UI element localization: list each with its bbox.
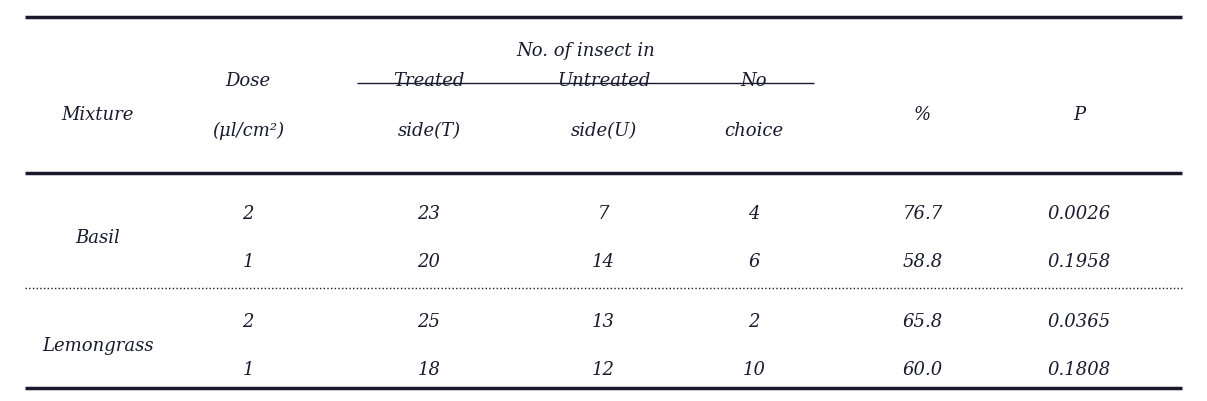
Text: (μl/cm²): (μl/cm²) bbox=[212, 122, 285, 140]
Text: 0.1958: 0.1958 bbox=[1048, 253, 1110, 271]
Text: No: No bbox=[741, 72, 768, 90]
Text: 10: 10 bbox=[742, 361, 765, 379]
Text: Dose: Dose bbox=[226, 72, 270, 90]
Text: 18: 18 bbox=[418, 361, 441, 379]
Text: Basil: Basil bbox=[75, 229, 121, 247]
Text: 1: 1 bbox=[243, 361, 253, 379]
Text: 13: 13 bbox=[591, 313, 616, 331]
Text: 25: 25 bbox=[418, 313, 441, 331]
Text: 0.0026: 0.0026 bbox=[1048, 205, 1110, 223]
Text: choice: choice bbox=[724, 122, 783, 140]
Text: 23: 23 bbox=[418, 205, 441, 223]
Text: 12: 12 bbox=[591, 361, 616, 379]
Text: 2: 2 bbox=[243, 205, 253, 223]
Text: No. of insect in: No. of insect in bbox=[517, 42, 655, 60]
Text: P: P bbox=[1073, 106, 1085, 124]
Text: 20: 20 bbox=[418, 253, 441, 271]
Text: 76.7: 76.7 bbox=[903, 205, 943, 223]
Text: 65.8: 65.8 bbox=[903, 313, 943, 331]
Text: 58.8: 58.8 bbox=[903, 253, 943, 271]
Text: %: % bbox=[914, 106, 931, 124]
Text: 7: 7 bbox=[597, 205, 610, 223]
Text: 0.1808: 0.1808 bbox=[1048, 361, 1110, 379]
Text: 4: 4 bbox=[748, 205, 759, 223]
Text: side(U): side(U) bbox=[571, 122, 636, 140]
Text: Treated: Treated bbox=[393, 72, 465, 90]
Text: Mixture: Mixture bbox=[62, 106, 134, 124]
Text: 6: 6 bbox=[748, 253, 759, 271]
Text: 2: 2 bbox=[748, 313, 759, 331]
Text: 60.0: 60.0 bbox=[903, 361, 943, 379]
Text: Untreated: Untreated bbox=[556, 72, 651, 90]
Text: 0.0365: 0.0365 bbox=[1048, 313, 1110, 331]
Text: 1: 1 bbox=[243, 253, 253, 271]
Text: 14: 14 bbox=[591, 253, 616, 271]
Text: 2: 2 bbox=[243, 313, 253, 331]
Text: Lemongrass: Lemongrass bbox=[42, 337, 153, 355]
Text: side(T): side(T) bbox=[397, 122, 460, 140]
